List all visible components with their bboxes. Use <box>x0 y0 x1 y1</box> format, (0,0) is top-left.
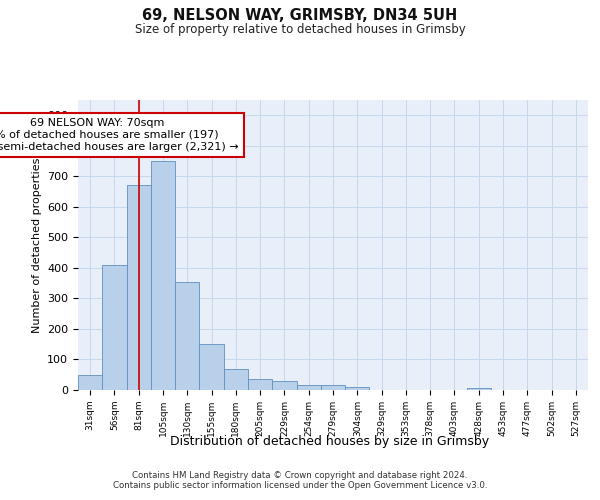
Bar <box>345 387 370 390</box>
Y-axis label: Number of detached properties: Number of detached properties <box>32 158 41 332</box>
Bar <box>78 374 102 390</box>
Bar <box>296 385 321 390</box>
Bar <box>224 368 248 390</box>
Text: Distribution of detached houses by size in Grimsby: Distribution of detached houses by size … <box>170 435 490 448</box>
Bar <box>321 386 345 390</box>
Bar <box>127 186 151 390</box>
Bar <box>199 344 224 390</box>
Text: Contains HM Land Registry data © Crown copyright and database right 2024.
Contai: Contains HM Land Registry data © Crown c… <box>113 470 487 490</box>
Bar <box>248 380 272 390</box>
Bar <box>272 382 296 390</box>
Bar <box>175 282 199 390</box>
Bar <box>467 388 491 390</box>
Text: 69 NELSON WAY: 70sqm
← 8% of detached houses are smaller (197)
92% of semi-detac: 69 NELSON WAY: 70sqm ← 8% of detached ho… <box>0 118 239 152</box>
Text: 69, NELSON WAY, GRIMSBY, DN34 5UH: 69, NELSON WAY, GRIMSBY, DN34 5UH <box>142 8 458 22</box>
Text: Size of property relative to detached houses in Grimsby: Size of property relative to detached ho… <box>134 22 466 36</box>
Bar <box>151 161 175 390</box>
Bar <box>102 265 127 390</box>
